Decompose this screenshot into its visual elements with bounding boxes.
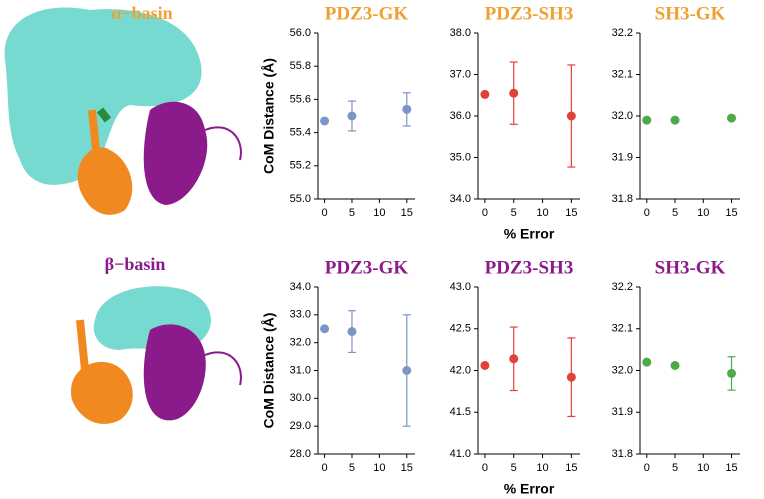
y-tick-label: 33.0: [290, 309, 311, 321]
point: [727, 368, 737, 378]
chart-title: PDZ3-SH3: [485, 257, 574, 278]
chart-title: PDZ3-SH3: [485, 3, 574, 24]
x-tick-label: 5: [349, 207, 355, 219]
point: [480, 89, 490, 99]
point: [727, 113, 737, 123]
y-tick-label: 43.0: [450, 281, 471, 293]
y-tick-label: 31.8: [612, 448, 633, 460]
y-tick-label: 41.5: [450, 406, 471, 418]
x-tick-label: 5: [511, 462, 517, 474]
x-tick-label: 15: [565, 207, 577, 219]
y-tick-label: 41.0: [450, 448, 471, 460]
y-tick-label: 28.0: [290, 448, 311, 460]
point: [566, 372, 576, 382]
x-tick-label: 0: [482, 207, 488, 219]
point: [480, 360, 490, 370]
y-tick-label: 37.0: [450, 68, 471, 80]
x-tick-label: 10: [373, 207, 385, 219]
x-axis-label: % Error: [504, 481, 555, 497]
y-tick-label: 32.2: [612, 27, 633, 39]
point: [509, 354, 519, 364]
y-tick-label: 35.0: [450, 151, 471, 163]
y-tick-label: 38.0: [450, 27, 471, 39]
y-axis-label: CoM Distance (Å): [261, 313, 277, 429]
y-tick-label: 32.1: [612, 323, 633, 335]
point: [320, 324, 330, 334]
point: [642, 357, 652, 367]
point: [642, 115, 652, 125]
y-axis-label: CoM Distance (Å): [261, 58, 277, 174]
chart-title: PDZ3-GK: [325, 3, 409, 24]
x-tick-label: 0: [322, 462, 328, 474]
x-tick-label: 5: [349, 462, 355, 474]
point: [402, 104, 412, 114]
y-tick-label: 42.0: [450, 364, 471, 376]
x-tick-label: 5: [672, 207, 678, 219]
y-tick-label: 55.4: [290, 127, 311, 139]
y-tick-label: 32.2: [612, 281, 633, 293]
y-tick-label: 29.0: [290, 420, 311, 432]
x-tick-label: 10: [697, 207, 709, 219]
beta-structure: [70, 286, 242, 424]
x-tick-label: 15: [725, 462, 737, 474]
alpha-structure: [4, 7, 242, 215]
point: [670, 360, 680, 370]
y-tick-label: 31.9: [612, 406, 633, 418]
x-tick-label: 5: [672, 462, 678, 474]
x-tick-label: 0: [322, 207, 328, 219]
beta-label: β−basin: [105, 254, 166, 274]
chart-title: PDZ3-GK: [325, 257, 409, 278]
x-tick-label: 10: [536, 207, 548, 219]
y-tick-label: 55.2: [290, 160, 311, 172]
y-tick-label: 55.8: [290, 60, 311, 72]
x-axis-label: % Error: [504, 226, 555, 242]
y-tick-label: 32.0: [612, 364, 633, 376]
y-tick-label: 34.0: [290, 281, 311, 293]
point: [402, 366, 412, 375]
y-tick-label: 42.5: [450, 323, 471, 335]
y-tick-label: 32.0: [290, 337, 311, 349]
point: [566, 111, 576, 121]
alpha-label: α−basin: [111, 3, 172, 23]
x-tick-label: 15: [725, 207, 737, 219]
x-tick-label: 15: [401, 207, 413, 219]
chart-title: SH3-GK: [655, 257, 726, 278]
y-tick-label: 56.0: [290, 27, 311, 39]
y-tick-label: 32.1: [612, 68, 633, 80]
y-tick-label: 36.0: [450, 110, 471, 122]
y-tick-label: 31.8: [612, 193, 633, 205]
x-tick-label: 10: [697, 462, 709, 474]
x-tick-label: 15: [401, 462, 413, 474]
x-tick-label: 0: [644, 207, 650, 219]
chart-title: SH3-GK: [655, 3, 726, 24]
y-tick-label: 34.0: [450, 193, 471, 205]
point: [670, 115, 680, 125]
y-tick-label: 55.0: [290, 193, 311, 205]
x-tick-label: 5: [511, 207, 517, 219]
x-tick-label: 0: [644, 462, 650, 474]
y-tick-label: 55.6: [290, 93, 311, 105]
y-tick-label: 32.0: [612, 110, 633, 122]
point: [347, 327, 357, 337]
x-tick-label: 0: [482, 462, 488, 474]
x-tick-label: 10: [373, 462, 385, 474]
point: [320, 116, 330, 126]
point: [509, 88, 519, 98]
y-tick-label: 30.0: [290, 392, 311, 404]
x-tick-label: 15: [565, 462, 577, 474]
x-tick-label: 10: [536, 462, 548, 474]
y-tick-label: 31.9: [612, 151, 633, 163]
point: [347, 111, 357, 121]
y-tick-label: 31.0: [290, 364, 311, 376]
